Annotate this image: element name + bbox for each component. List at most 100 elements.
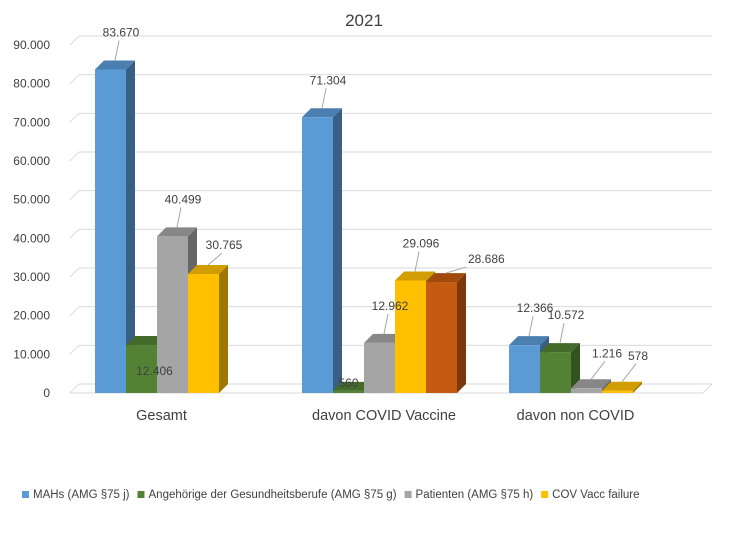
data-label: 83.670: [103, 25, 140, 39]
legend-swatch: [22, 491, 29, 498]
gridline-wall: [69, 344, 80, 355]
chart-title: 2021: [345, 11, 383, 30]
gridline-wall: [69, 35, 80, 46]
bar: [602, 381, 642, 393]
x-axis-categories: Gesamt davon COVID Vaccine davon non COVID: [136, 408, 634, 424]
legend-entry: COV Vacc failure: [552, 489, 639, 501]
bar: [188, 265, 228, 393]
y-tick-label: 30.000: [13, 270, 50, 284]
data-label: 1.216: [592, 346, 622, 360]
y-tick-label: 20.000: [13, 309, 50, 323]
bar-front: [188, 274, 219, 393]
leader-line: [321, 88, 327, 109]
y-tick-label: 80.000: [13, 77, 50, 91]
leader-line: [207, 252, 223, 266]
bar-front: [95, 69, 126, 393]
bar-top: [188, 265, 228, 275]
y-tick-label: 60.000: [13, 154, 50, 168]
bar-front: [157, 236, 188, 393]
leader-line: [445, 266, 467, 274]
category-label: davon COVID Vaccine: [312, 408, 456, 424]
data-label: 30.765: [206, 238, 243, 252]
bar-top: [157, 227, 197, 237]
gridline-wall: [69, 306, 80, 317]
data-label: 40.499: [165, 192, 202, 206]
gridline-wall: [69, 74, 80, 85]
bars: [95, 60, 642, 393]
bar-side: [633, 381, 642, 393]
data-label: 12.366: [517, 301, 554, 315]
bar-side: [571, 343, 580, 393]
gridline-wall: [69, 151, 80, 162]
bar-top: [395, 271, 435, 281]
bar-top: [364, 333, 404, 343]
leader-line: [559, 323, 565, 344]
data-label: 29.096: [403, 236, 440, 250]
floor-line: [702, 383, 713, 394]
bar-top: [302, 108, 342, 118]
bar-top: [126, 336, 166, 346]
bar: [540, 343, 580, 393]
data-label: 71.304: [310, 73, 347, 87]
y-tick-label: 10.000: [13, 347, 50, 361]
data-label: 578: [628, 349, 648, 363]
gridline-wall: [69, 190, 80, 201]
bar-top: [540, 343, 580, 353]
bar: [302, 108, 342, 393]
legend-entry: Patienten (AMG §75 h): [416, 489, 534, 501]
y-tick-label: 90.000: [13, 38, 50, 52]
leader-line: [621, 363, 637, 383]
legend: MAHs (AMG §75 j) Angehörige der Gesundhei…: [22, 489, 640, 501]
y-tick-label: 0: [43, 386, 50, 400]
bar-top: [333, 381, 373, 391]
bar-front: [540, 352, 571, 393]
leader-line: [528, 316, 534, 337]
y-axis-ticks: 0 10.000 20.000 30.000 40.000 50.000 60.000 70.…: [13, 38, 50, 400]
leader-line: [590, 360, 606, 380]
data-label: 560: [338, 376, 358, 390]
legend-entry: MAHs (AMG §75 j): [33, 489, 130, 501]
legend-entry: Angehörige der Gesundheitsberufe (AMG §7…: [149, 489, 397, 501]
bar-front: [333, 390, 364, 393]
bar: [426, 273, 466, 393]
bar-top: [509, 336, 549, 346]
legend-swatch: [541, 491, 549, 498]
leader-line: [176, 207, 182, 228]
bar-top: [426, 273, 466, 283]
bar-side: [333, 108, 342, 393]
bar-front: [571, 388, 602, 393]
bar-front: [426, 282, 457, 393]
category-label: davon non COVID: [517, 408, 635, 424]
gridline-wall: [69, 267, 80, 278]
bar-top: [602, 381, 642, 391]
bar-front: [302, 117, 333, 393]
bar-front: [126, 345, 157, 393]
bar-side: [457, 273, 466, 393]
leader-line: [383, 313, 389, 334]
bar-top: [95, 60, 135, 70]
gridline-wall: [69, 228, 80, 239]
category-label: Gesamt: [136, 408, 187, 424]
y-tick-label: 40.000: [13, 231, 50, 245]
data-label: 10.572: [548, 308, 585, 322]
data-labels: 83.670 12.406 40.499 30.765 71.304 560 12.962 2…: [103, 25, 649, 390]
y-tick-label: 70.000: [13, 115, 50, 129]
legend-swatch: [404, 491, 412, 498]
y-tick-label: 50.000: [13, 193, 50, 207]
gridline-wall: [69, 112, 80, 123]
legend-swatch: [137, 491, 145, 498]
bar-top: [571, 379, 611, 389]
bar-front: [602, 390, 633, 393]
bar-front: [395, 280, 426, 393]
data-label: 12.962: [372, 299, 409, 313]
leader-line: [114, 40, 120, 61]
bar-side: [126, 60, 135, 393]
data-label: 12.406: [136, 364, 173, 378]
bar: [95, 60, 135, 393]
gridline-wall: [69, 383, 80, 394]
data-label: 28.686: [468, 252, 505, 266]
leader-line: [414, 251, 420, 272]
bar-side: [219, 265, 228, 393]
